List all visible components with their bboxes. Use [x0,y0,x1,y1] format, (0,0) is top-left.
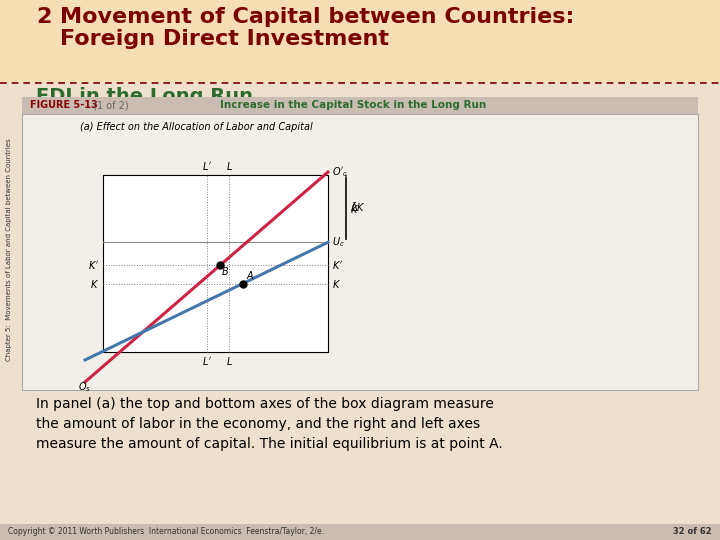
Text: Increase in the Capital Stock in the Long Run: Increase in the Capital Stock in the Lon… [220,100,486,111]
Text: $K$: $K$ [90,278,99,289]
Text: $L'$: $L'$ [202,355,212,367]
Text: $L$: $L$ [225,355,233,367]
Text: $O'_c$: $O'_c$ [332,165,348,179]
Text: 32 of 62: 32 of 62 [673,528,712,537]
Text: Copyright © 2011 Worth Publishers  International Economics  Feenstra/Taylor, 2/e: Copyright © 2011 Worth Publishers Intern… [8,528,324,537]
Text: B: B [222,267,229,278]
Text: $L$: $L$ [225,160,233,172]
Bar [103,175,328,352]
Text: Foreign Direct Investment: Foreign Direct Investment [60,29,389,49]
Text: $L'$: $L'$ [202,160,212,172]
Bar [0,524,720,540]
Bar [22,97,698,114]
Text: $\bar{K}$: $\bar{K}$ [350,201,359,215]
Text: (1 of 2): (1 of 2) [90,100,129,111]
Text: $K'$: $K'$ [88,259,99,271]
Text: (a) Effect on the Allocation of Labor and Capital: (a) Effect on the Allocation of Labor an… [80,122,312,132]
Text: $K$: $K$ [332,278,341,289]
Text: Movement of Capital between Countries:: Movement of Capital between Countries: [60,7,575,27]
Text: $\Delta K$: $\Delta K$ [350,201,366,213]
Text: In panel (a) the top and bottom axes of the box diagram measure
the amount of la: In panel (a) the top and bottom axes of … [36,397,503,451]
Bar [0,0,720,82]
Text: 2: 2 [36,7,51,27]
Text: $K'$: $K'$ [332,259,343,271]
Text: $U_c$: $U_c$ [332,235,345,249]
Text: FIGURE 5-13: FIGURE 5-13 [30,100,98,111]
Text: Chapter 5:  Movements of Labor and Capital between Countries: Chapter 5: Movements of Labor and Capita… [6,139,12,361]
Text: FDI in the Long Run: FDI in the Long Run [36,87,253,106]
Text: $O_s$: $O_s$ [78,380,91,394]
Bar [22,114,698,390]
Text: A: A [246,271,253,281]
